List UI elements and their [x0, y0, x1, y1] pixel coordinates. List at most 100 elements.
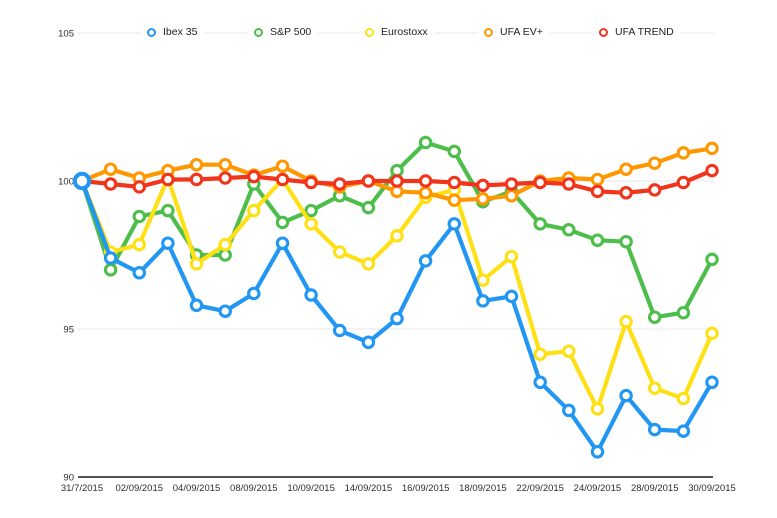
data-point [447, 144, 462, 159]
legend-label: Ibex 35 [163, 26, 198, 38]
data-point [676, 424, 691, 438]
data-point [275, 159, 290, 173]
data-point [590, 184, 605, 199]
data-point [247, 203, 261, 218]
data-point [619, 388, 633, 403]
data-point [72, 171, 92, 191]
data-point [619, 162, 633, 176]
data-point [218, 237, 232, 252]
x-tick-label: 10/09/2015 [287, 483, 335, 494]
data-point [533, 217, 547, 231]
x-axis-labels: 31/7/2015 02/09/2015 04/09/2015 08/09/2015 1… [61, 483, 736, 494]
data-point [103, 177, 118, 191]
data-point [103, 263, 118, 277]
data-point [304, 175, 318, 190]
data-point [476, 178, 490, 193]
data-point [705, 141, 719, 156]
x-tick-label: 30/09/2015 [688, 483, 736, 494]
series-line-eurostoxx [79, 175, 715, 411]
data-point [476, 294, 490, 308]
legend-label: S&P 500 [270, 26, 312, 38]
data-point [418, 135, 433, 150]
data-point [361, 174, 376, 188]
data-point [361, 257, 376, 271]
data-point [418, 174, 433, 188]
data-point [705, 252, 719, 267]
data-point [390, 311, 404, 326]
x-tick-label: 04/09/2015 [173, 483, 221, 494]
data-point [218, 157, 232, 172]
data-point [647, 422, 662, 437]
data-point [132, 266, 147, 280]
data-point [304, 288, 318, 302]
data-point [533, 347, 547, 361]
data-point [533, 175, 547, 190]
x-tick-label: 18/09/2015 [459, 483, 507, 494]
data-point [705, 163, 719, 178]
legend-item-eurostoxx[interactable]: Eurostoxx [359, 23, 435, 41]
data-point [332, 177, 347, 191]
data-point [590, 402, 605, 416]
data-point [275, 236, 290, 250]
data-point [361, 335, 376, 350]
legend-label: Eurostoxx [381, 26, 428, 38]
data-point [619, 234, 633, 249]
data-point [189, 157, 204, 172]
data-point [590, 233, 605, 247]
series-eurostoxx [75, 171, 719, 416]
data-point [189, 172, 204, 187]
data-point [161, 172, 175, 187]
x-tick-label: 24/09/2015 [574, 483, 622, 494]
data-point [647, 183, 662, 197]
data-point [590, 172, 605, 187]
data-point [218, 248, 232, 262]
data-point [189, 298, 204, 313]
x-tick-label: 22/09/2015 [516, 483, 564, 494]
legend-marker-eurostoxx-icon [365, 27, 374, 37]
data-point [161, 203, 175, 218]
data-point [705, 375, 719, 390]
data-point [361, 200, 376, 215]
legend-item-ufa-trend[interactable]: UFA TREND [593, 23, 681, 41]
data-point [103, 162, 118, 176]
data-point [304, 203, 318, 218]
legend-item-sp-500[interactable]: S&P 500 [248, 23, 319, 41]
legend-marker-ufa-ev-icon [484, 27, 493, 37]
data-point [418, 254, 433, 268]
data-point [275, 215, 290, 230]
data-point [676, 391, 691, 406]
legend-marker-ibex-35-icon [147, 27, 156, 37]
y-axis-labels: 105 100 95 90 [58, 29, 74, 484]
data-point [562, 344, 576, 358]
legend-item-ibex-35[interactable]: Ibex 35 [141, 23, 205, 41]
data-point [304, 217, 318, 231]
series-ufa-trend [75, 163, 719, 200]
data-point [504, 189, 519, 203]
data-point [476, 192, 490, 206]
data-point [562, 403, 576, 418]
data-point [132, 180, 147, 194]
x-tick-label: 16/09/2015 [402, 483, 450, 494]
data-point [218, 171, 232, 185]
data-point [447, 217, 462, 231]
x-tick-label: 31/7/2015 [61, 483, 103, 494]
data-point [332, 323, 347, 338]
data-point [647, 156, 662, 170]
data-point [619, 186, 633, 200]
legend-label: UFA TREND [615, 26, 674, 38]
data-point [476, 273, 490, 287]
y-tick-label: 105 [58, 29, 74, 40]
data-point [390, 229, 404, 243]
x-tick-label: 14/09/2015 [345, 483, 393, 494]
legend-marker-ufa-trend-icon [599, 27, 608, 37]
series-ibex-35 [72, 171, 719, 459]
data-point [647, 381, 662, 395]
data-point [676, 305, 691, 320]
data-point [504, 289, 519, 304]
legend-item-ufa-ev[interactable]: UFA EV+ [478, 23, 550, 41]
data-point [390, 163, 404, 178]
data-point [103, 251, 118, 265]
data-point [504, 249, 519, 264]
data-point [619, 314, 633, 329]
